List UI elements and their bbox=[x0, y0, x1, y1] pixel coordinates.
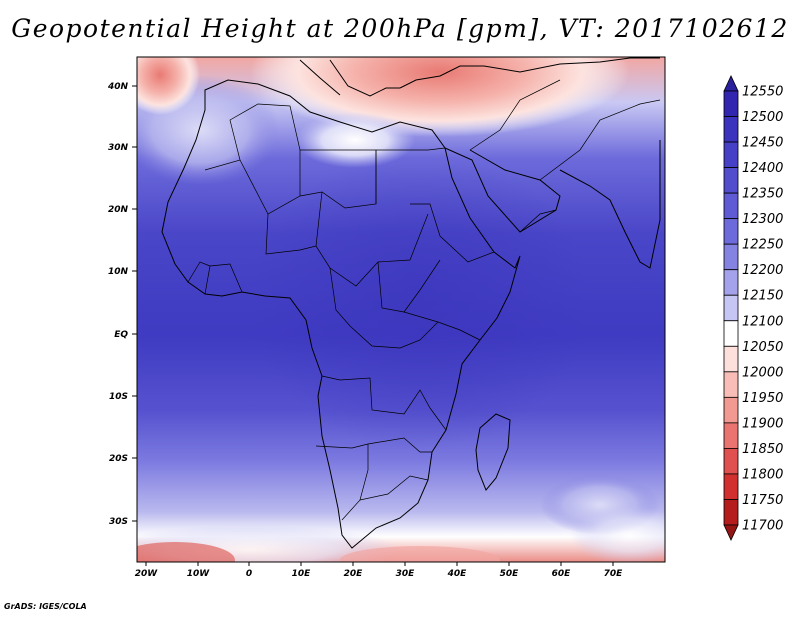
country-borders bbox=[187, 79, 661, 521]
colorbar-level-label: 11800 bbox=[742, 467, 783, 482]
colorbar-level-label: 12350 bbox=[742, 187, 783, 202]
colorbar-swatch bbox=[723, 448, 739, 475]
colorbar-level-label: 12150 bbox=[742, 289, 783, 304]
grads-credit: GrADS: IGES/COLA bbox=[4, 602, 87, 611]
colorbar-swatch bbox=[723, 473, 739, 500]
colorbar-swatch bbox=[723, 192, 739, 220]
lat-tick-label: 10S bbox=[109, 392, 128, 402]
colorbar-swatch bbox=[723, 243, 739, 271]
colorbar-swatch bbox=[723, 345, 739, 373]
lat-tick-label: EQ bbox=[114, 330, 128, 340]
colorbar-swatch bbox=[723, 141, 739, 168]
colorbar-level-label: 12500 bbox=[742, 110, 783, 125]
lon-tick-label: 60E bbox=[552, 569, 572, 579]
lon-tick-label: 30E bbox=[396, 569, 416, 579]
map-frame bbox=[136, 56, 666, 563]
colorbar-min-arrow bbox=[723, 524, 739, 541]
lat-tick-label: 40N bbox=[107, 82, 129, 92]
colorbar-level-label: 12250 bbox=[742, 238, 783, 253]
colorbar-level-label: 11850 bbox=[742, 442, 783, 457]
lon-tick-label: 70E bbox=[604, 569, 624, 579]
colorbar-swatch bbox=[723, 218, 739, 245]
lon-tick-label: 10W bbox=[187, 569, 211, 579]
colorbar-swatch bbox=[723, 396, 739, 424]
colorbar-level-label: 11950 bbox=[742, 391, 783, 406]
colorbar-swatch bbox=[723, 167, 739, 194]
colorbar-level-label: 12400 bbox=[742, 161, 783, 176]
colorbar-max-arrow bbox=[723, 75, 739, 92]
lat-tick-label: 20S bbox=[109, 454, 128, 464]
colorbar-swatch bbox=[723, 320, 739, 347]
lat-tick-label: 10N bbox=[108, 267, 129, 277]
colorbar-swatch bbox=[723, 422, 739, 449]
colorbar-level-label: 12450 bbox=[742, 136, 783, 151]
lon-tick-label: 20E bbox=[344, 569, 364, 579]
colorbar-level-label: 11700 bbox=[742, 519, 783, 534]
colorbar-swatch bbox=[723, 116, 739, 143]
colorbar-level-label: 12050 bbox=[742, 340, 783, 355]
colorbar-swatch bbox=[723, 294, 739, 322]
lon-tick-label: 0 bbox=[246, 569, 252, 579]
colorbar-swatch bbox=[723, 499, 739, 526]
colorbar-swatch bbox=[723, 90, 739, 117]
lon-tick-label: 40E bbox=[447, 569, 468, 579]
colorbar-level-label: 12300 bbox=[742, 212, 783, 227]
colorbar-level-label: 11750 bbox=[742, 493, 783, 508]
colorbar-swatch bbox=[723, 371, 739, 398]
colorbar-level-label: 12200 bbox=[742, 263, 783, 278]
lon-axis: 20W 10W 0 10E 20E 30E 40E 50E 60E 70E bbox=[135, 562, 623, 579]
chart-title: Geopotential Height at 200hPa [gpm], VT:… bbox=[11, 14, 789, 43]
colorbar-swatch bbox=[723, 269, 739, 296]
lon-tick-label: 50E bbox=[500, 569, 520, 579]
lat-tick-label: 30S bbox=[109, 517, 128, 527]
lon-tick-label: 10E bbox=[292, 569, 312, 579]
colorbar-level-label: 12000 bbox=[742, 365, 783, 380]
height-field bbox=[137, 57, 665, 562]
colorbar-level-label: 11900 bbox=[742, 416, 783, 431]
colorbar-level-label: 12550 bbox=[742, 85, 783, 100]
lat-axis: 40N 30N 20N 10N EQ 10S 20S 30S bbox=[107, 82, 137, 527]
lon-tick-label: 20W bbox=[135, 569, 159, 579]
lat-tick-label: 30N bbox=[108, 143, 129, 153]
colorbar-level-label: 12100 bbox=[742, 314, 783, 329]
lat-tick-label: 20N bbox=[108, 205, 129, 215]
